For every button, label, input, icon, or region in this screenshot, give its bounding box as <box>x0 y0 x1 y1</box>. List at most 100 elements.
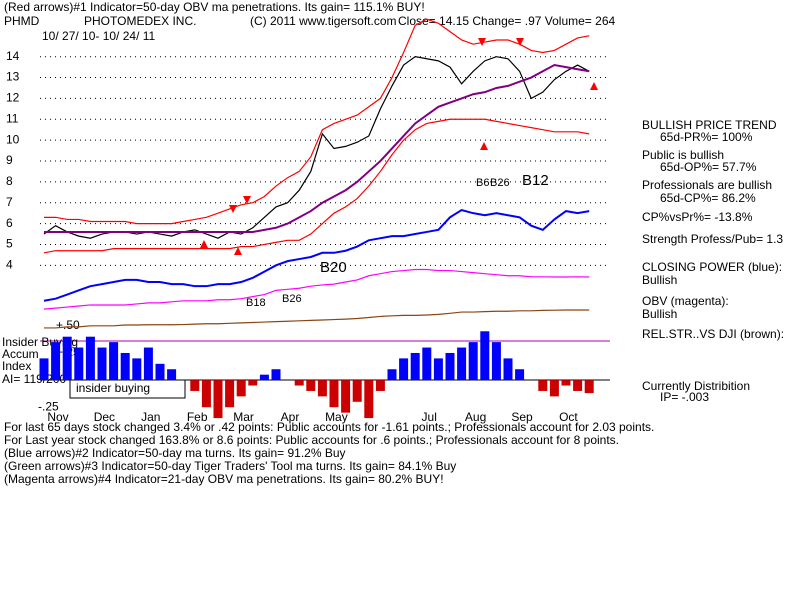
accum-bar <box>503 358 513 381</box>
accum-bar <box>375 380 385 391</box>
y-tick-label: 13 <box>6 70 20 84</box>
accum-bar <box>491 342 501 381</box>
accum-bar <box>155 363 165 381</box>
accum-bar <box>468 342 478 381</box>
annotation: B20 <box>320 259 347 276</box>
y-tick-label: 14 <box>6 49 20 63</box>
accum-bar <box>480 331 490 381</box>
accum-bar <box>433 358 443 381</box>
side-note: Bullish <box>642 307 677 321</box>
series-line <box>43 208 590 302</box>
accum-bar <box>85 336 95 381</box>
side-note: Currently Distribition <box>642 379 750 393</box>
footer-text: (Blue arrows)#2 Indicator=50-day ma turn… <box>4 446 346 460</box>
accum-bar <box>515 369 525 381</box>
accum-bar <box>329 380 339 408</box>
header-text: (C) 2011 www.tigersoft.com <box>250 14 397 28</box>
accum-bar <box>399 358 409 381</box>
header-text: 10/ 27/ 10- 10/ 24/ 11 <box>42 29 156 43</box>
panel-label: insider buying <box>76 381 150 395</box>
side-note: Strength Profess/Pub= 1.3 <box>642 232 783 246</box>
accum-bar <box>561 380 571 386</box>
arrows <box>200 38 598 255</box>
accum-bar <box>538 380 548 391</box>
accum-bar <box>120 352 130 381</box>
accum-bar <box>549 380 559 397</box>
y-tick-label: 7 <box>6 195 13 209</box>
side-note: Professionals are bullish <box>642 178 772 192</box>
header-text: (Red arrows)#1 Indicator=50-day OBV ma p… <box>4 0 425 14</box>
side-note: 65d-CP%= 86.2% <box>660 191 756 205</box>
accum-bar <box>248 380 258 386</box>
side-note: 65d-PR%= 100% <box>660 130 753 144</box>
series-line <box>44 63 590 233</box>
accum-bar <box>341 380 351 413</box>
side-note: BULLISH PRICE TREND <box>642 118 777 132</box>
header-text: PHOTOMEDEX INC. <box>84 14 196 28</box>
y-tick-label: 4 <box>6 257 13 271</box>
accum-bar <box>271 369 281 381</box>
side-note: Bullish <box>642 273 677 287</box>
accum-bar <box>584 380 594 394</box>
side-note: CP%vsPr%= -13.8% <box>642 210 753 224</box>
x-tick-label: Feb <box>187 410 208 424</box>
annotation: B6 <box>476 177 489 189</box>
series-line <box>43 56 590 239</box>
accum-bar <box>62 336 72 381</box>
arrow <box>234 247 242 255</box>
accum-bar <box>39 358 49 381</box>
accum-bar <box>143 347 153 381</box>
y-tick-label: 10 <box>6 132 20 146</box>
y-tick-label: 11 <box>6 111 19 125</box>
accum-bar <box>167 369 177 381</box>
accum-bar <box>422 347 432 381</box>
accum-bar <box>387 369 397 381</box>
arrow <box>243 196 251 204</box>
footer-text: (Magenta arrows)#4 Indicator=21-day OBV … <box>4 472 444 486</box>
x-tick-label: Mar <box>233 410 254 424</box>
accum-bar <box>132 358 142 381</box>
accum-bar <box>225 380 235 408</box>
arrow <box>200 240 208 248</box>
x-tick-label: Oct <box>559 410 578 424</box>
x-tick-label: Jan <box>141 410 160 424</box>
accum-bar <box>109 342 119 381</box>
panel-label: Index <box>2 359 31 373</box>
y-tick-label: 5 <box>6 237 13 251</box>
x-tick-label: Jul <box>422 410 437 424</box>
accum-bar <box>97 347 107 381</box>
series-name: OBV (magenta): <box>642 294 729 308</box>
accum-bar <box>364 380 374 419</box>
arrow <box>590 82 598 90</box>
side-note: Public is bullish <box>642 148 724 162</box>
y-tick-label: 8 <box>6 174 13 188</box>
header-text: Close= 14.15 Change= .97 Volume= 264 <box>398 14 615 28</box>
x-tick-label: Apr <box>281 410 300 424</box>
footer-text: (Green arrows)#3 Indicator=50-day Tiger … <box>4 459 456 473</box>
annotation: B26 <box>490 177 510 189</box>
annotation: B18 <box>246 297 266 309</box>
y2-tick-label: +.50 <box>56 318 80 332</box>
footer-text: For last 65 days stock changed 3.4% or .… <box>4 420 654 434</box>
plot-area <box>43 18 590 329</box>
arrow <box>480 142 488 150</box>
x-tick-label: Sep <box>511 410 533 424</box>
x-tick-label: Nov <box>47 410 68 424</box>
accum-bar <box>573 380 583 391</box>
y-tick-label: 6 <box>6 216 13 230</box>
accum-bar <box>259 374 269 381</box>
x-tick-label: May <box>325 410 348 424</box>
accum-bar <box>190 380 200 391</box>
x-tick-label: Dec <box>94 410 115 424</box>
side-note: 65d-OP%= 57.7% <box>660 160 757 174</box>
accum-bar <box>410 352 420 381</box>
annotation: B12 <box>522 172 549 189</box>
series-name: CLOSING POWER (blue): <box>642 260 782 274</box>
series-line <box>43 118 590 254</box>
accum-bar <box>213 380 223 419</box>
panel-label: Accum <box>2 347 39 361</box>
accum-bar <box>352 380 362 402</box>
series-name: REL.STR..VS DJI (brown): <box>642 327 784 341</box>
y-tick-label: 12 <box>6 91 20 105</box>
